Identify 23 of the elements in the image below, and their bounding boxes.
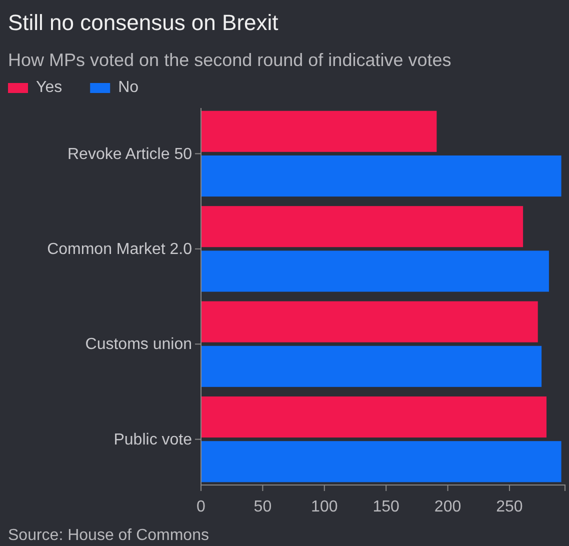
chart-title: Still no consensus on Brexit [8,10,278,35]
bar [201,441,562,482]
bar [201,155,562,197]
source-note: Source: House of Commons [8,527,209,544]
chart-subtitle: How MPs voted on the second round of indicative votes [8,50,452,70]
bar [201,346,542,387]
bar [201,206,524,248]
x-tick-label: 50 [254,498,272,516]
x-tick-label: 100 [311,498,338,516]
x-tick-label: 250 [496,498,523,516]
y-tick-label: Common Market 2.0 [47,241,192,258]
y-tick-label: Revoke Article 50 [67,146,192,163]
bar [201,110,437,152]
y-tick-label: Public vote [114,431,192,448]
bar [201,250,549,292]
x-tick-label: 0 [196,498,206,516]
y-tick-label: Customs union [85,336,192,354]
x-tick-label: 150 [372,498,400,516]
bar [201,301,538,342]
x-tick-label: 200 [434,498,462,516]
bar [201,396,546,438]
legend-label: No [118,79,139,96]
legend-label: Yes [36,79,62,96]
